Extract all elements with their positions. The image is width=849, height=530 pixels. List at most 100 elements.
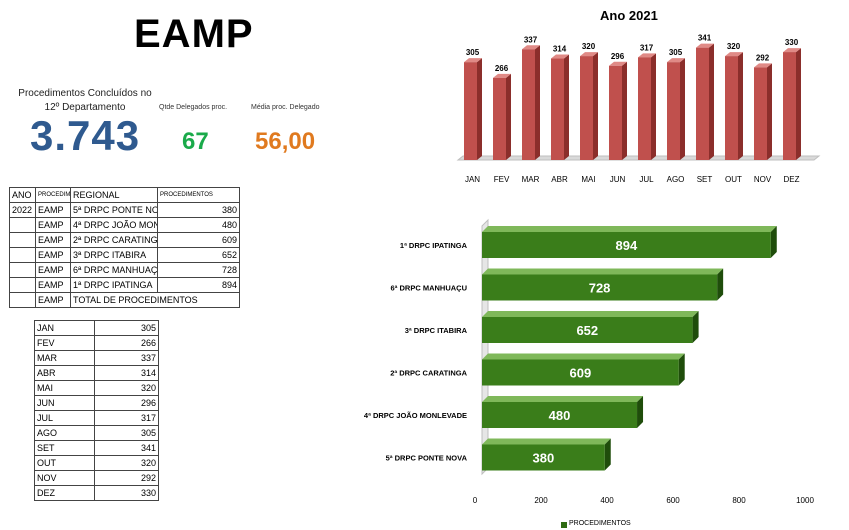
table-row: EAMP 3ª DRPC ITABIRA 652: [9, 247, 240, 263]
table-row: JUL 317: [34, 410, 159, 426]
chart1-bar: [580, 56, 593, 160]
chart1-bar-side: [651, 53, 656, 160]
chart1-bar: [464, 62, 477, 160]
chart2-bar-top: [482, 268, 724, 275]
chart1-bar: [551, 58, 564, 160]
chart1-bar-top: [609, 61, 627, 66]
table-row: FEV 266: [34, 335, 159, 351]
chart1-bar: [725, 56, 738, 160]
chart2-data-label: 894: [616, 238, 638, 253]
chart1-bar: [493, 77, 506, 160]
chart2-bar: [482, 359, 679, 386]
chart1-bar: [783, 52, 796, 161]
chart2-bar: [482, 444, 605, 471]
chart2-category-label: 1ª DRPC IPATINGA: [400, 241, 468, 250]
chart1-tick-label: AGO: [667, 175, 685, 184]
media-caption: Média proc. Delegado: [251, 104, 320, 111]
chart1-data-label: 317: [640, 43, 654, 52]
chart1-bar-top: [580, 52, 598, 57]
total-caption: Procedimentos Concluídos no 12º Departam…: [18, 88, 152, 113]
chart2-bar-side: [604, 438, 611, 471]
delegados-value: 67: [182, 128, 209, 155]
media-value: 56,00: [255, 128, 316, 155]
table-row: ABR 314: [34, 365, 159, 381]
chart1-data-label: 266: [495, 64, 509, 73]
chart1-tick-label: JAN: [465, 175, 480, 184]
chart1-bar-side: [767, 63, 772, 161]
chart1-tick-label: JUL: [639, 175, 654, 184]
table-row: JAN 305: [34, 320, 159, 336]
chart1-data-label: 337: [524, 35, 538, 44]
legend-label: PROCEDIMENTOS: [569, 520, 631, 527]
chart1-data-label: 292: [756, 53, 770, 62]
chart1-bar-side: [593, 52, 598, 160]
chart1-tick-label: FEV: [494, 175, 510, 184]
chart1-bar-side: [680, 58, 685, 160]
chart2-bar-top: [482, 353, 685, 360]
chart1-tick-label: JUN: [610, 175, 626, 184]
chart1-bar-side: [738, 52, 743, 160]
chart1-bar-top: [696, 43, 714, 48]
chart2-tick-label: 800: [732, 496, 746, 505]
chart1-data-label: 296: [611, 52, 625, 61]
chart1-bar-side: [506, 73, 511, 160]
chart2-tick-label: 400: [600, 496, 614, 505]
chart2-data-label: 609: [570, 366, 592, 381]
chart1-bar-top: [667, 58, 685, 63]
chart1-bar-top: [551, 54, 569, 59]
chart1-data-label: 305: [466, 48, 480, 57]
table-row: 2022 EAMP 5ª DRPC PONTE NOVA 380: [9, 202, 240, 218]
chart2-category-label: 2ª DRPC CARATINGA: [390, 369, 467, 378]
table-row: MAR 337: [34, 350, 159, 366]
cell-value: 320: [94, 380, 159, 396]
chart2-data-label: 728: [589, 281, 611, 296]
chart2-bar: [482, 317, 693, 343]
chart2-bar-top: [482, 438, 611, 445]
chart2-category-label: 5ª DRPC PONTE NOVA: [386, 454, 468, 463]
chart2-bar-side: [692, 311, 699, 343]
chart1-bar-top: [493, 73, 511, 78]
total-label: TOTAL DE PROCEDIMENTOS: [70, 292, 240, 308]
chart1-tick-label: NOV: [754, 175, 772, 184]
chart2-bar: [482, 402, 638, 428]
chart1-bar-side: [564, 54, 569, 160]
chart2-tick-label: 600: [666, 496, 680, 505]
page-title: EAMP: [134, 12, 254, 56]
chart1-bar: [667, 62, 680, 160]
table-row: JUN 296: [34, 395, 159, 411]
table-total-row: EAMP TOTAL DE PROCEDIMENTOS: [9, 292, 240, 308]
chart1-tick-label: MAR: [522, 175, 540, 184]
delegados-caption: Qtde Delegados proc.: [159, 104, 228, 111]
chart2-bar-side: [770, 226, 777, 258]
chart2-tick-label: 200: [534, 496, 548, 505]
chart2-data-label: 480: [549, 408, 571, 423]
chart1-bar: [638, 57, 651, 160]
chart1-data-label: 330: [785, 38, 799, 47]
chart1-bar: [609, 65, 622, 160]
chart1-data-label: 314: [553, 45, 567, 54]
chart2-wall: [481, 218, 489, 476]
chart1-bar-top: [464, 58, 482, 63]
chart2-bar-top: [482, 226, 777, 232]
chart1-bar-top: [522, 45, 540, 50]
chart1-bar-side: [622, 61, 627, 160]
chart2-bar: [482, 232, 771, 258]
chart2-bar: [482, 274, 718, 301]
chart2-data-label: 380: [533, 451, 555, 466]
chart2-bar-side: [637, 396, 644, 428]
table-row: EAMP 1ª DRPC IPATINGA 894: [9, 277, 240, 293]
month-table: JAN 305 FEV 266 MAR 337 ABR 314 MAI 320 JUN 296 JUL 3…: [34, 320, 159, 501]
chart2-bar-side: [678, 353, 685, 386]
chart1-bar: [522, 49, 535, 161]
cell-month: DEZ: [34, 485, 95, 501]
chart1-tick-label: MAI: [581, 175, 595, 184]
table-row: AGO 305: [34, 425, 159, 441]
chart1-bar-side: [477, 58, 482, 160]
chart1-bar-side: [796, 48, 801, 161]
chart2-bar-top: [482, 396, 644, 402]
chart2-tick-label: 0: [473, 496, 478, 505]
chart1-bar-top: [638, 53, 656, 58]
chart2-category-label: 6ª DRPC MANHUAÇU: [390, 284, 467, 293]
chart1-bar-top: [783, 48, 801, 53]
chart1-data-label: 305: [669, 48, 683, 57]
